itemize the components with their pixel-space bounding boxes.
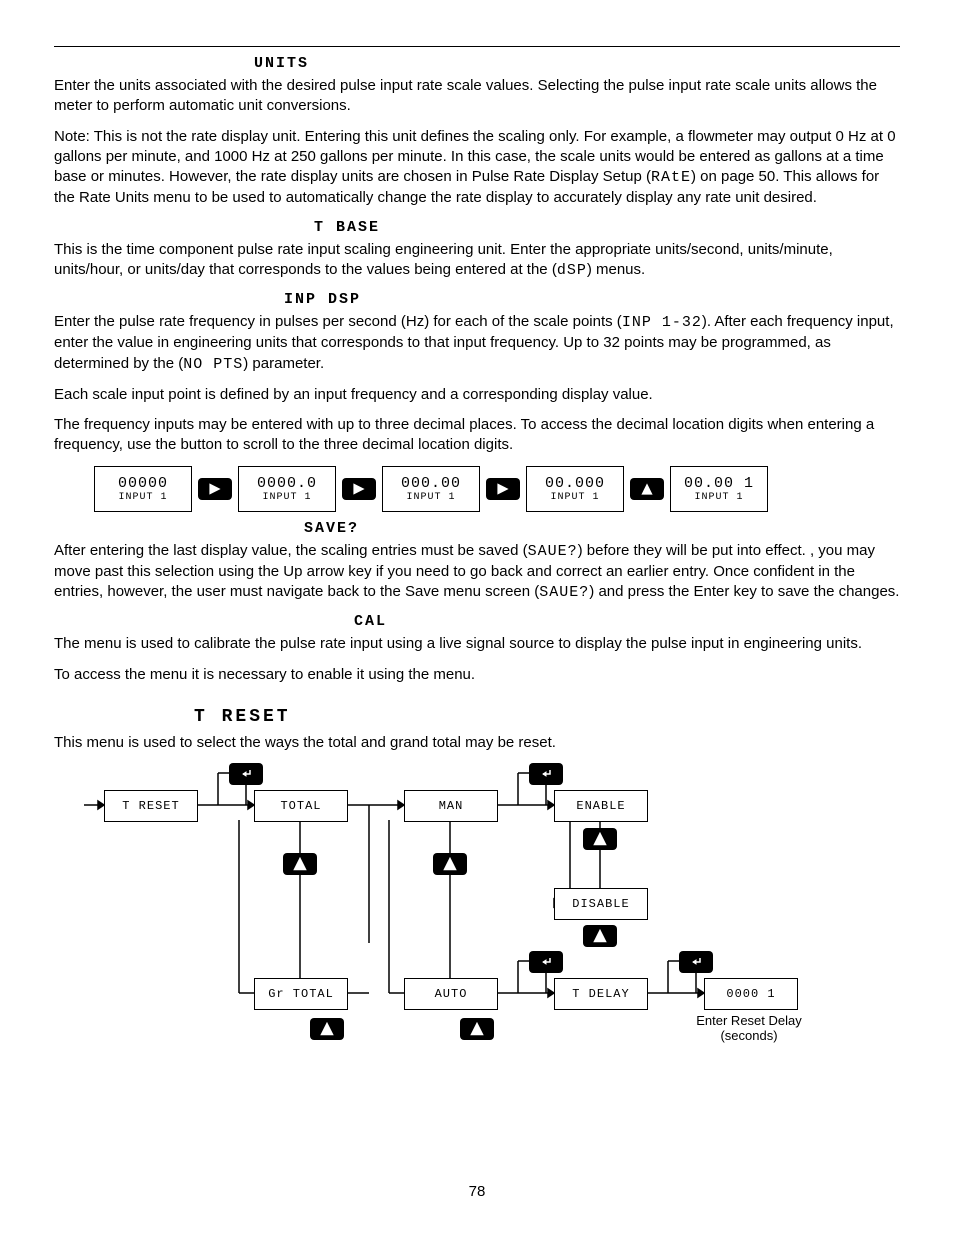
lcd-label: INPUT 1 <box>550 492 599 503</box>
lcd-label: INPUT 1 <box>694 492 743 503</box>
para: This is the time component pulse rate in… <box>54 240 900 282</box>
node-total: TOTAL <box>254 790 348 822</box>
page-number: 78 <box>54 1183 900 1200</box>
lcd-value: 00000 <box>118 475 168 492</box>
enter-button[interactable] <box>529 763 563 785</box>
right-arrow-button[interactable] <box>486 478 520 500</box>
seg-text: NO PTS <box>183 356 243 373</box>
lcd-box: 000.00 INPUT 1 <box>382 466 480 512</box>
lcd-value: 00.00 1 <box>684 475 754 492</box>
para: The menu is used to calibrate the pulse … <box>54 634 900 654</box>
seg-text: INP 1-32 <box>622 314 702 331</box>
lcd-box: 0000.0 INPUT 1 <box>238 466 336 512</box>
text: After entering the last display value, t… <box>54 542 528 559</box>
text: ) and press the Enter key to save the ch… <box>589 583 899 600</box>
enter-button[interactable] <box>679 951 713 973</box>
up-arrow-button[interactable] <box>630 478 664 500</box>
node-auto: AUTO <box>404 978 498 1010</box>
right-arrow-button[interactable] <box>198 478 232 500</box>
lcd-box: 00.00 1 INPUT 1 <box>670 466 768 512</box>
lcd-label: INPUT 1 <box>406 492 455 503</box>
para: The frequency inputs may be entered with… <box>54 415 900 456</box>
lcd-box: 00000 INPUT 1 <box>94 466 192 512</box>
enter-button[interactable] <box>529 951 563 973</box>
heading-save: SAVE? <box>304 520 900 537</box>
node-man: MAN <box>404 790 498 822</box>
seg-text: RAtE <box>651 169 691 186</box>
node-tdelay: T DELAY <box>554 978 648 1010</box>
para: Enter the pulse rate frequency in pulses… <box>54 312 900 375</box>
node-treset: T RESET <box>104 790 198 822</box>
lcd-value: 0000.0 <box>257 475 317 492</box>
up-arrow-button[interactable] <box>460 1018 494 1040</box>
treset-flow-diagram: T RESET TOTAL MAN ENABLE DISABLE Gr TOTA… <box>84 763 844 1063</box>
lcd-value: 00.000 <box>545 475 605 492</box>
right-arrow-button[interactable] <box>342 478 376 500</box>
text: ) parameter. <box>243 355 324 372</box>
para: Enter the units associated with the desi… <box>54 76 900 117</box>
lcd-value: 000.00 <box>401 475 461 492</box>
enter-button[interactable] <box>229 763 263 785</box>
lcd-label: INPUT 1 <box>262 492 311 503</box>
text: Enter the pulse rate frequency in pulses… <box>54 313 622 330</box>
text: This is the time component pulse rate in… <box>54 241 833 278</box>
node-disable: DISABLE <box>554 888 648 920</box>
up-arrow-button[interactable] <box>583 925 617 947</box>
node-enable: ENABLE <box>554 790 648 822</box>
diagram-note: (seconds) <box>720 1028 777 1043</box>
lcd-label: INPUT 1 <box>118 492 167 503</box>
up-arrow-button[interactable] <box>283 853 317 875</box>
up-arrow-button[interactable] <box>583 828 617 850</box>
para: Note: This is not the rate display unit.… <box>54 127 900 209</box>
diagram-note: Enter Reset Delay <box>696 1013 802 1028</box>
seg-text: SAUE? <box>528 543 578 560</box>
heading-tbase: T BASE <box>314 219 900 236</box>
section-title-treset: T RESET <box>194 707 900 727</box>
seg-text: SAUE? <box>539 584 589 601</box>
up-arrow-button[interactable] <box>433 853 467 875</box>
para: To access the menu it is necessary to en… <box>54 665 900 685</box>
lcd-box: 00.000 INPUT 1 <box>526 466 624 512</box>
heading-cal: CAL <box>354 613 900 630</box>
up-arrow-button[interactable] <box>310 1018 344 1040</box>
node-grtotal: Gr TOTAL <box>254 978 348 1010</box>
para: After entering the last display value, t… <box>54 541 900 604</box>
seg-text: dSP <box>557 262 587 279</box>
text: ) menus. <box>587 261 645 278</box>
lcd-sequence: 00000 INPUT 1 0000.0 INPUT 1 000.00 INPU… <box>94 466 900 512</box>
heading-units: UNITS <box>254 55 900 72</box>
heading-inpdsp: INP DSP <box>284 291 900 308</box>
para: Each scale input point is defined by an … <box>54 385 900 405</box>
node-value: 0000 1 <box>704 978 798 1010</box>
para: This menu is used to select the ways the… <box>54 733 900 753</box>
